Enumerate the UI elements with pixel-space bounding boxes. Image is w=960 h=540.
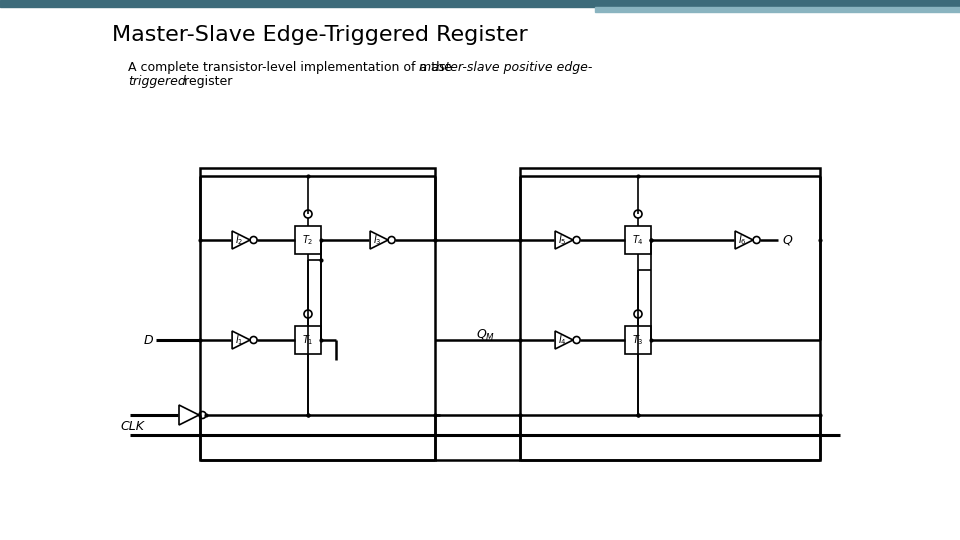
Text: $I_3$: $I_3$ [372,233,381,247]
Text: $I_4$: $I_4$ [558,333,566,347]
Text: $I_6$: $I_6$ [737,233,746,247]
Text: $Q$: $Q$ [782,233,794,247]
Text: CLK: CLK [120,421,144,434]
Text: $T_1$: $T_1$ [302,333,314,347]
Text: triggered: triggered [128,76,185,89]
Bar [625,226,651,254]
Bar [0,0,960,7]
Text: A complete transistor-level implementation of a the: A complete transistor-level implementati… [128,62,456,75]
Text: $T_4$: $T_4$ [632,233,644,247]
Bar [520,168,820,460]
Text: $I_1$: $I_1$ [235,333,243,347]
Text: $T_3$: $T_3$ [632,333,644,347]
Text: master-slave positive edge-: master-slave positive edge- [419,62,592,75]
Text: Master-Slave Edge-Triggered Register: Master-Slave Edge-Triggered Register [112,25,528,45]
Bar [295,326,321,354]
Text: $I_2$: $I_2$ [235,233,243,247]
Bar [295,226,321,254]
Text: $T_2$: $T_2$ [302,233,314,247]
Bar [200,168,435,460]
Text: $I_5$: $I_5$ [558,233,566,247]
Bar [625,326,651,354]
Text: $D$: $D$ [143,334,154,347]
Text: register: register [180,76,232,89]
Text: $Q_M$: $Q_M$ [476,327,495,342]
Bar [595,7,960,12]
